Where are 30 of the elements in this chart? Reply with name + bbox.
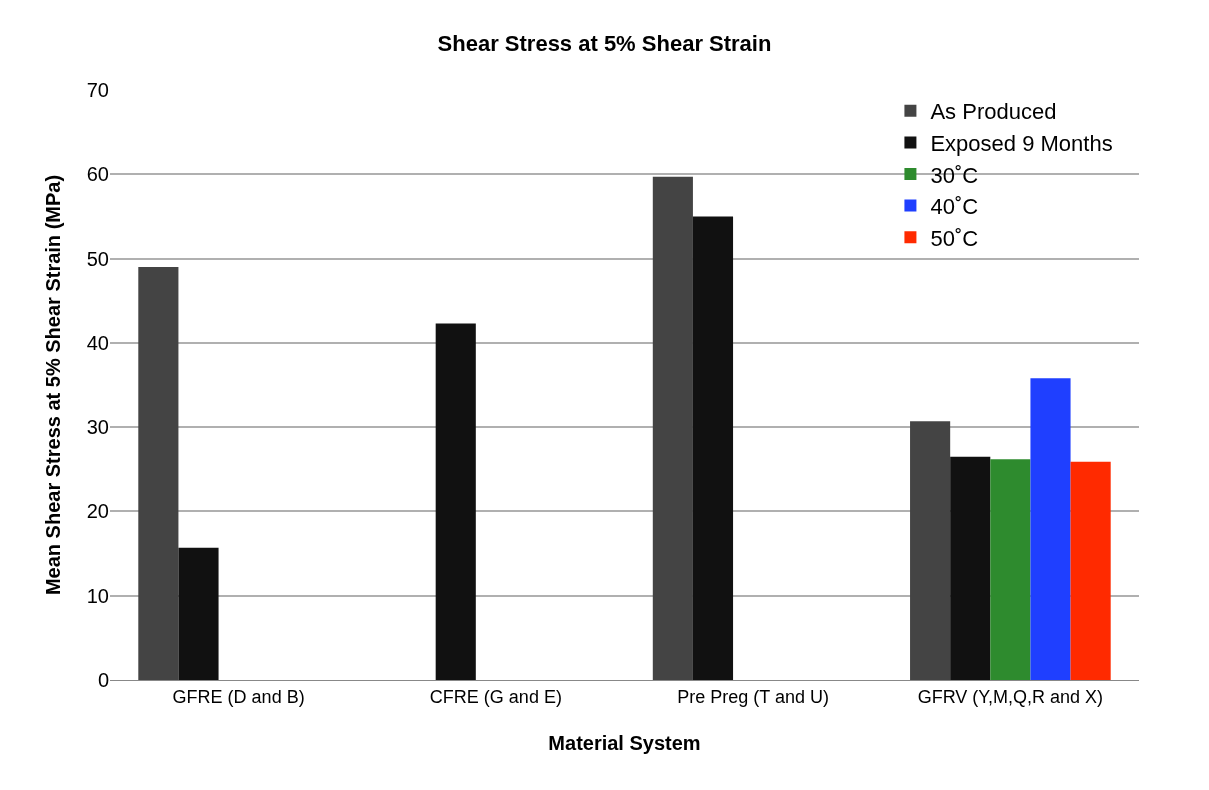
y-tick-label: 0 [97,669,109,691]
bar [1030,378,1071,680]
bar [138,267,179,680]
chart-title: Shear Stress at 5% Shear Strain [437,30,772,56]
legend-label: 30˚C [930,162,979,188]
y-tick-label: 70 [86,79,109,101]
x-tick-label: CFRE (G and E) [429,686,562,707]
bar [990,459,1031,680]
y-tick-label: 20 [86,500,109,523]
y-tick-label: 60 [86,163,109,186]
bar [1070,461,1111,680]
legend-label: 50˚C [930,225,979,251]
x-axis-title: Material System [548,732,701,754]
bar [435,323,476,680]
x-tick-label: GFRV (Y,M,Q,R and X) [917,686,1104,707]
y-tick-label: 50 [86,247,109,270]
legend-label: 40˚C [930,194,979,220]
y-tick-label: 40 [86,331,109,354]
bar [950,456,991,680]
y-axis-title: Mean Shear Stress at 5% Shear Strain (MPa) [42,174,64,596]
y-tick-label: 30 [86,416,109,439]
bar [910,421,951,680]
bar [652,176,693,680]
bar [178,547,219,680]
y-tick-label: 10 [86,584,109,607]
x-tick-label: Pre Preg (T and U) [677,686,829,707]
x-tick-label: GFRE (D and B) [172,686,305,707]
legend-label: As Produced [930,99,1057,125]
bar [692,216,734,680]
legend-label: Exposed 9 Months [930,130,1113,156]
